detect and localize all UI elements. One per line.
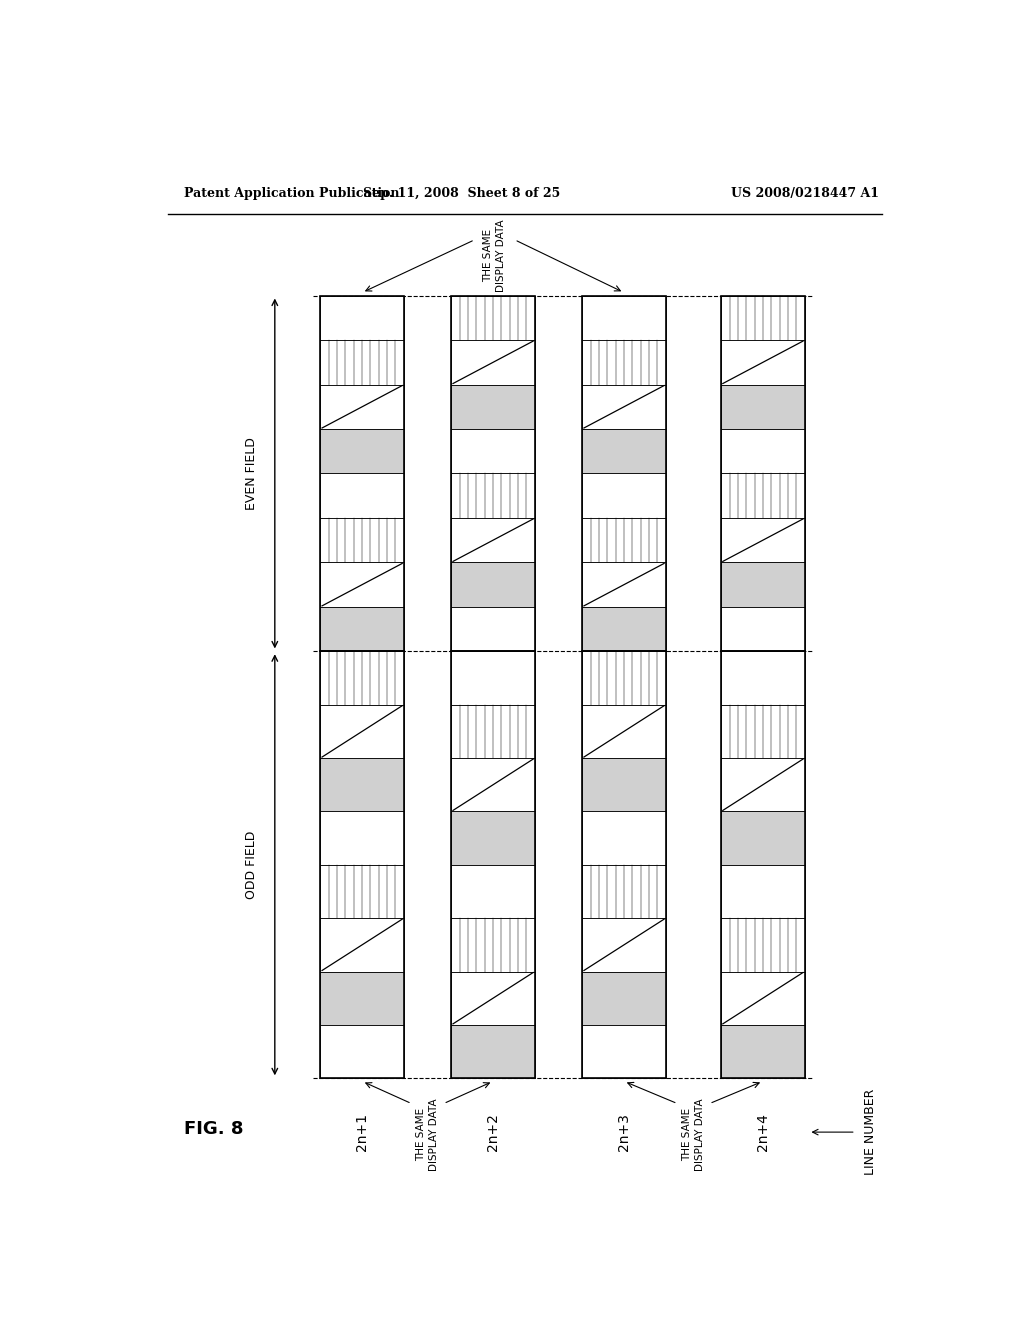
- Bar: [721, 562, 805, 607]
- Bar: [452, 972, 535, 1024]
- Bar: [583, 651, 666, 705]
- Text: 2n+1: 2n+1: [355, 1113, 369, 1151]
- Bar: [452, 919, 535, 972]
- Text: THE SAME
DISPLAY DATA: THE SAME DISPLAY DATA: [417, 1098, 438, 1171]
- Bar: [321, 919, 403, 972]
- Bar: [721, 1024, 805, 1078]
- Bar: [583, 758, 666, 812]
- Bar: [321, 517, 403, 562]
- Bar: [721, 651, 805, 705]
- Bar: [583, 562, 666, 607]
- Bar: [721, 705, 805, 758]
- Bar: [721, 296, 805, 341]
- Bar: [321, 474, 403, 517]
- Bar: [583, 1024, 666, 1078]
- Bar: [452, 651, 535, 1078]
- Bar: [583, 296, 666, 341]
- Bar: [452, 296, 535, 651]
- Bar: [583, 474, 666, 517]
- Text: THE SAME
DISPLAY DATA: THE SAME DISPLAY DATA: [483, 219, 506, 292]
- Bar: [452, 429, 535, 474]
- Text: THE SAME
DISPLAY DATA: THE SAME DISPLAY DATA: [682, 1098, 705, 1171]
- Text: FIG. 8: FIG. 8: [183, 1121, 243, 1138]
- Bar: [721, 972, 805, 1024]
- Bar: [452, 384, 535, 429]
- Bar: [721, 384, 805, 429]
- Text: 2n+3: 2n+3: [617, 1113, 631, 1151]
- Text: US 2008/0218447 A1: US 2008/0218447 A1: [731, 187, 880, 201]
- Bar: [583, 919, 666, 972]
- Bar: [321, 651, 403, 705]
- Bar: [321, 812, 403, 865]
- Bar: [721, 517, 805, 562]
- Bar: [583, 607, 666, 651]
- Bar: [721, 758, 805, 812]
- Bar: [321, 758, 403, 812]
- Text: EVEN FIELD: EVEN FIELD: [245, 437, 257, 510]
- Text: LINE NUMBER: LINE NUMBER: [863, 1089, 877, 1175]
- Bar: [583, 865, 666, 919]
- Text: ODD FIELD: ODD FIELD: [245, 830, 257, 899]
- Bar: [721, 865, 805, 919]
- Bar: [321, 341, 403, 384]
- Text: 2n+2: 2n+2: [486, 1113, 500, 1151]
- Bar: [321, 651, 403, 1078]
- Bar: [452, 296, 535, 341]
- Bar: [583, 651, 666, 1078]
- Bar: [583, 384, 666, 429]
- Bar: [452, 812, 535, 865]
- Bar: [321, 562, 403, 607]
- Bar: [452, 517, 535, 562]
- Bar: [721, 341, 805, 384]
- Bar: [452, 341, 535, 384]
- Text: 2n+4: 2n+4: [756, 1113, 770, 1151]
- Bar: [721, 296, 805, 651]
- Bar: [321, 429, 403, 474]
- Bar: [321, 296, 403, 341]
- Bar: [452, 865, 535, 919]
- Bar: [452, 705, 535, 758]
- Bar: [583, 972, 666, 1024]
- Bar: [321, 972, 403, 1024]
- Bar: [583, 296, 666, 651]
- Bar: [583, 517, 666, 562]
- Bar: [321, 384, 403, 429]
- Bar: [583, 705, 666, 758]
- Bar: [721, 607, 805, 651]
- Bar: [321, 607, 403, 651]
- Text: Sep. 11, 2008  Sheet 8 of 25: Sep. 11, 2008 Sheet 8 of 25: [362, 187, 560, 201]
- Bar: [321, 865, 403, 919]
- Bar: [583, 341, 666, 384]
- Bar: [452, 651, 535, 705]
- Bar: [583, 812, 666, 865]
- Bar: [452, 607, 535, 651]
- Bar: [583, 429, 666, 474]
- Bar: [721, 812, 805, 865]
- Bar: [321, 1024, 403, 1078]
- Bar: [721, 919, 805, 972]
- Bar: [721, 429, 805, 474]
- Bar: [321, 705, 403, 758]
- Bar: [452, 1024, 535, 1078]
- Bar: [721, 474, 805, 517]
- Bar: [452, 474, 535, 517]
- Bar: [321, 296, 403, 651]
- Bar: [452, 758, 535, 812]
- Text: Patent Application Publication: Patent Application Publication: [183, 187, 399, 201]
- Bar: [721, 651, 805, 1078]
- Bar: [452, 562, 535, 607]
